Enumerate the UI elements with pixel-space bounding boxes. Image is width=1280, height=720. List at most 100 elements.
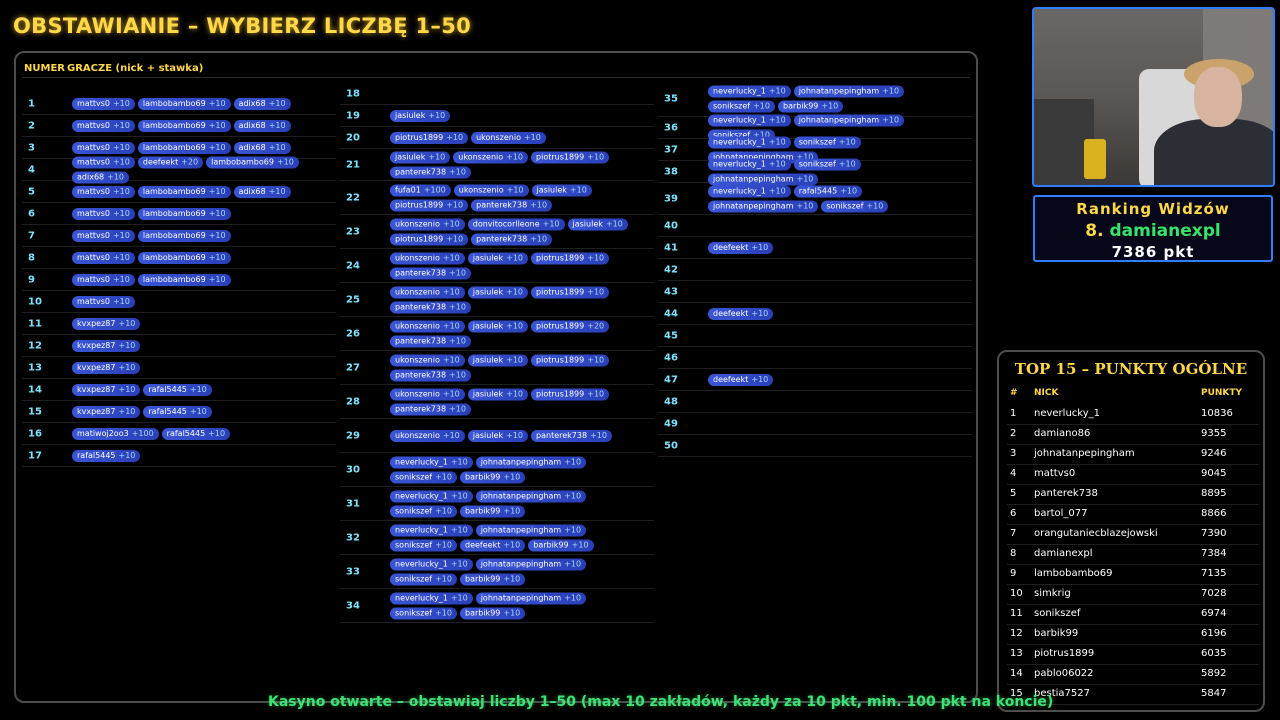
bet-chip: lambobambo69 +10	[137, 251, 231, 264]
bet-chips: ukonszenio +10 jasiulek +10 piotrus1899 +10 pa…	[390, 388, 650, 415]
chip-nick: jasiulek	[472, 253, 504, 262]
chip-nick: sonikszef	[798, 159, 836, 168]
bet-row: 12 kvxpez87 +10	[22, 335, 336, 357]
bet-chip: lambobambo69 +10	[137, 141, 231, 154]
bet-chip: ukonszenio +10	[390, 252, 465, 264]
chip-nick: panterek738	[476, 200, 528, 209]
bet-number: 25	[346, 294, 360, 305]
bet-chips: jasiulek +10 ukonszenio +10 piotrus1899 +10 pa…	[390, 151, 650, 178]
chip-stake: +10	[450, 457, 468, 466]
chip-stake: +10	[112, 274, 130, 284]
bet-number: 33	[346, 566, 360, 577]
bet-chip: piotrus1899 +10	[531, 151, 610, 163]
chip-nick: ukonszenio	[458, 185, 504, 194]
chip-nick: neverlucky_1	[395, 593, 448, 602]
bet-number: 7	[28, 230, 35, 241]
bet-row: 9 mattvs0 +10 lambobambo69 +10	[22, 269, 336, 291]
bet-row: 32 neverlucky_1 +10 johnatanpepingham +10 son…	[340, 521, 654, 555]
chip-nick: deefeekt	[142, 157, 179, 166]
top15-nick: sonikszef	[1034, 608, 1081, 619]
chip-nick: neverlucky_1	[395, 559, 448, 568]
chip-nick: barbik99	[782, 101, 819, 110]
chip-stake: +10	[503, 540, 521, 549]
chip-nick: lambobambo69	[142, 98, 206, 108]
bet-row: 11 kvxpez87 +10	[22, 313, 336, 335]
bet-chip: lambobambo69 +10	[137, 273, 231, 286]
chip-stake: +10	[118, 450, 136, 460]
betting-board: NUMER GRACZE (nick + stawka) 1 mattvs0 +10 l…	[14, 51, 978, 703]
chip-nick: panterek738	[395, 268, 447, 277]
chip-stake: +10	[503, 472, 521, 481]
chip-stake: +10	[435, 506, 452, 515]
bet-chip: sonikszef +10	[390, 607, 457, 619]
bet-chips: neverlucky_1 +10 johnatanpepingham +10 sonik…	[390, 592, 650, 619]
bet-chip: johnatanpepingham +10	[475, 524, 587, 536]
bet-chips: deefeekt +10	[708, 307, 968, 320]
chip-nick: johnatanpepingham	[480, 457, 562, 466]
chip-nick: fufa01	[395, 185, 421, 194]
top15-row: 2 damiano86 9355	[1007, 424, 1259, 445]
bet-number: 20	[346, 132, 360, 143]
chip-stake: +10	[449, 302, 466, 311]
top15-nick: orangutaniecblazejowski	[1034, 528, 1158, 539]
bet-number: 19	[346, 110, 360, 121]
chip-nick: piotrus1899	[536, 152, 585, 161]
chip-nick: jasiulek	[395, 110, 426, 120]
chip-nick: jasiulek	[536, 185, 567, 194]
chip-stake: +10	[587, 253, 605, 262]
bet-chip: neverlucky_1 +10	[390, 558, 473, 570]
chip-stake: +10	[442, 219, 460, 228]
chip-nick: jasiulek	[472, 287, 504, 296]
bet-chip: mattvs0 +10	[72, 156, 135, 168]
bet-chip: neverlucky_1 +10	[390, 490, 473, 502]
top15-rank: 5	[1010, 488, 1017, 499]
chip-stake: +10	[768, 115, 786, 124]
chip-nick: panterek738	[395, 370, 447, 379]
chip-stake: +10	[189, 406, 207, 416]
chip-stake: +10	[208, 428, 226, 438]
chip-nick: jasiulek	[472, 355, 504, 364]
chip-stake: +10	[587, 287, 605, 296]
top15-rank: 14	[1010, 668, 1023, 679]
top15-nick: bartol_077	[1034, 508, 1088, 519]
chip-stake: +10	[838, 159, 856, 168]
bet-row: 6 mattvs0 +10 lambobambo69 +10	[22, 203, 336, 225]
top15-row: 11 sonikszef 6974	[1007, 604, 1259, 625]
chip-stake: +10	[208, 230, 226, 240]
bet-row: 19 jasiulek +10	[340, 105, 654, 127]
bet-number: 8	[28, 252, 35, 263]
chip-stake: +10	[112, 142, 130, 152]
chip-nick: adix68	[77, 172, 105, 181]
chip-stake: +10	[208, 252, 226, 262]
bet-chip: jasiulek +10	[390, 151, 451, 163]
top15-points: 6196	[1201, 628, 1227, 639]
bet-chip: mattvs0 +10	[72, 119, 135, 132]
ranking-entry: 8. damianexpl	[1035, 221, 1271, 241]
top15-points: 7390	[1201, 528, 1227, 539]
chip-nick: adix68	[238, 98, 266, 108]
chip-stake: +10	[753, 130, 770, 139]
chip-stake: +10	[268, 142, 286, 152]
bet-row: 41 deefeekt +10	[658, 237, 972, 259]
chip-nick: panterek738	[395, 336, 447, 345]
ranking-title: Ranking Widzów	[1076, 200, 1230, 218]
chip-nick: piotrus1899	[395, 132, 444, 142]
chip-stake: +10	[428, 152, 446, 161]
chip-stake: +10	[796, 201, 814, 210]
bet-row: 27 ukonszenio +10 jasiulek +10 piotrus1899 +10…	[340, 351, 654, 385]
bet-number: 4	[28, 164, 35, 175]
bet-number: 34	[346, 600, 360, 611]
bet-chip: johnatanpepingham +10	[793, 85, 905, 97]
bet-row: 17 rafal5445 +10	[22, 445, 336, 467]
bet-chip: johnatanpepingham +10	[475, 490, 587, 502]
chip-stake: +10	[442, 355, 460, 364]
bet-number: 16	[28, 428, 42, 439]
chip-nick: ukonszenio	[395, 219, 440, 228]
chip-nick: lambobambo69	[211, 157, 274, 166]
top15-points: 7028	[1201, 588, 1227, 599]
top15-points: 9045	[1201, 468, 1227, 479]
chip-nick: lambobambo69	[142, 230, 206, 240]
bet-chip: ukonszenio +10	[390, 286, 465, 298]
bet-chips: deefeekt +10	[708, 373, 968, 386]
chip-stake: +10	[506, 287, 524, 296]
